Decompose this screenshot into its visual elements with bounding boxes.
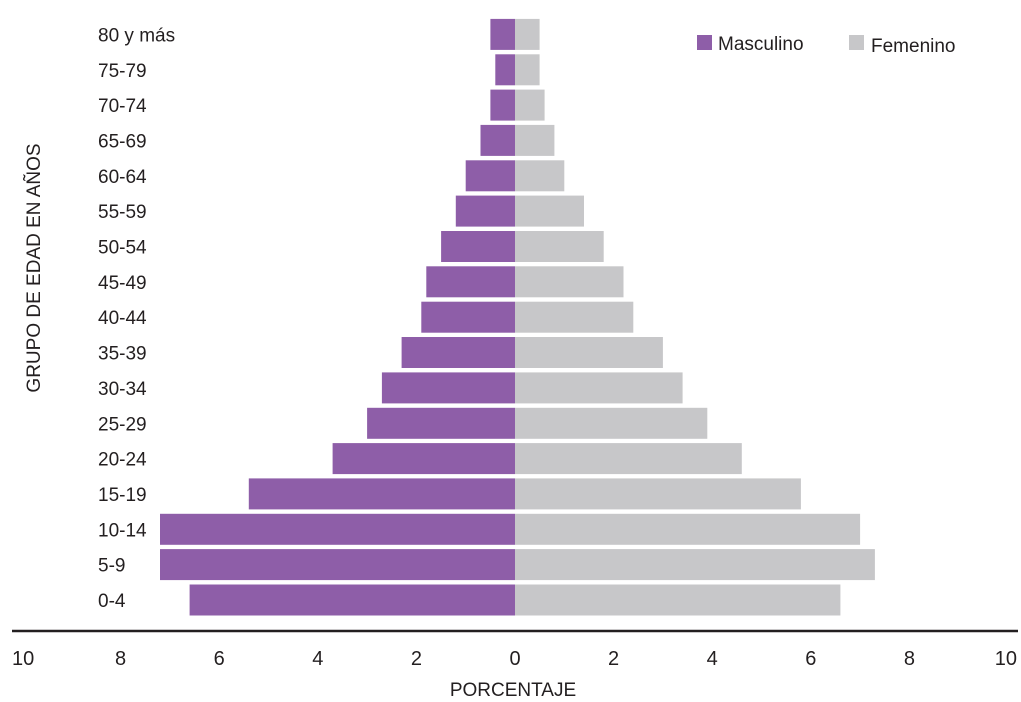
bar-femenino-55-59 (515, 195, 584, 227)
bar-masculino-5-9 (160, 549, 515, 581)
x-tick-label: 2 (411, 648, 422, 670)
legend-label-femenino: Femenino (871, 36, 956, 57)
x-tick-label: 4 (312, 648, 323, 670)
bar-masculino-65-69 (480, 124, 515, 156)
legend: Masculino Femenino (697, 34, 956, 57)
bar-femenino-30-34 (515, 372, 683, 404)
bar-femenino-40-44 (515, 301, 634, 333)
x-tick-label: 8 (904, 648, 915, 670)
category-label: 60-64 (98, 167, 147, 188)
bar-masculino-45-49 (426, 266, 515, 298)
bar-femenino-35-39 (515, 337, 663, 368)
category-label: 35-39 (98, 344, 147, 365)
category-label: 80 y más (98, 25, 175, 46)
bar-femenino-45-49 (515, 266, 624, 298)
category-label: 0-4 (98, 591, 126, 612)
x-tick-labels: 10 8 6 4 2 0 2 4 6 8 10 (12, 648, 1017, 670)
category-label: 50-54 (98, 238, 147, 259)
bar-masculino-60-64 (465, 160, 515, 192)
bar-femenino-80-y-más (515, 18, 540, 50)
category-label: 15-19 (98, 485, 147, 506)
bar-femenino-50-54 (515, 231, 604, 262)
bar-femenino-5-9 (515, 549, 875, 581)
category-label: 25-29 (98, 414, 147, 435)
y-axis-title: GRUPO DE EDAD EN AÑOS (23, 143, 45, 392)
category-label: 10-14 (98, 520, 147, 541)
bar-femenino-20-24 (515, 443, 742, 475)
bar-masculino-35-39 (401, 337, 515, 368)
category-label: 40-44 (98, 308, 147, 329)
bar-femenino-10-14 (515, 513, 861, 545)
legend-label-masculino: Masculino (718, 34, 804, 55)
x-tick-label: 4 (707, 648, 718, 670)
bar-masculino-55-59 (455, 195, 515, 227)
x-tick-label: 0 (509, 648, 520, 670)
bars-group (160, 18, 875, 616)
bar-masculino-0-4 (189, 584, 515, 616)
category-label: 45-49 (98, 273, 147, 294)
bar-masculino-30-34 (381, 372, 515, 404)
bar-femenino-25-29 (515, 407, 708, 439)
legend-swatch-femenino (849, 35, 864, 50)
bar-femenino-70-74 (515, 89, 545, 121)
bar-masculino-40-44 (421, 301, 515, 333)
bar-masculino-75-79 (495, 54, 515, 86)
bar-femenino-15-19 (515, 478, 801, 510)
x-tick-label: 6 (214, 648, 225, 670)
bar-femenino-0-4 (515, 584, 841, 616)
category-label: 75-79 (98, 61, 147, 82)
category-labels: 0-4 5-9 10-14 15-19 20-24 25-29 30-34 35-39 40-4… (98, 25, 175, 612)
category-label: 70-74 (98, 96, 147, 117)
x-tick-label: 10 (12, 648, 34, 670)
bar-masculino-20-24 (332, 443, 515, 475)
legend-swatch-masculino (697, 35, 712, 50)
bar-femenino-60-64 (515, 160, 565, 192)
x-tick-label: 10 (995, 648, 1017, 670)
bar-masculino-25-29 (367, 407, 515, 439)
x-axis-title: PORCENTAJE (450, 680, 576, 701)
category-label: 55-59 (98, 202, 147, 223)
category-label: 65-69 (98, 131, 147, 152)
bar-masculino-15-19 (248, 478, 516, 510)
x-tick-label: 6 (805, 648, 816, 670)
bar-femenino-65-69 (515, 124, 555, 156)
bar-masculino-80-y-más (490, 18, 515, 50)
category-label: 5-9 (98, 556, 125, 577)
bar-masculino-50-54 (441, 231, 515, 262)
bar-femenino-75-79 (515, 54, 540, 86)
category-label: 30-34 (98, 379, 147, 400)
x-tick-label: 8 (115, 648, 126, 670)
bar-masculino-10-14 (160, 513, 515, 545)
x-tick-label: 2 (608, 648, 619, 670)
bar-masculino-70-74 (490, 89, 515, 121)
category-label: 20-24 (98, 450, 147, 471)
